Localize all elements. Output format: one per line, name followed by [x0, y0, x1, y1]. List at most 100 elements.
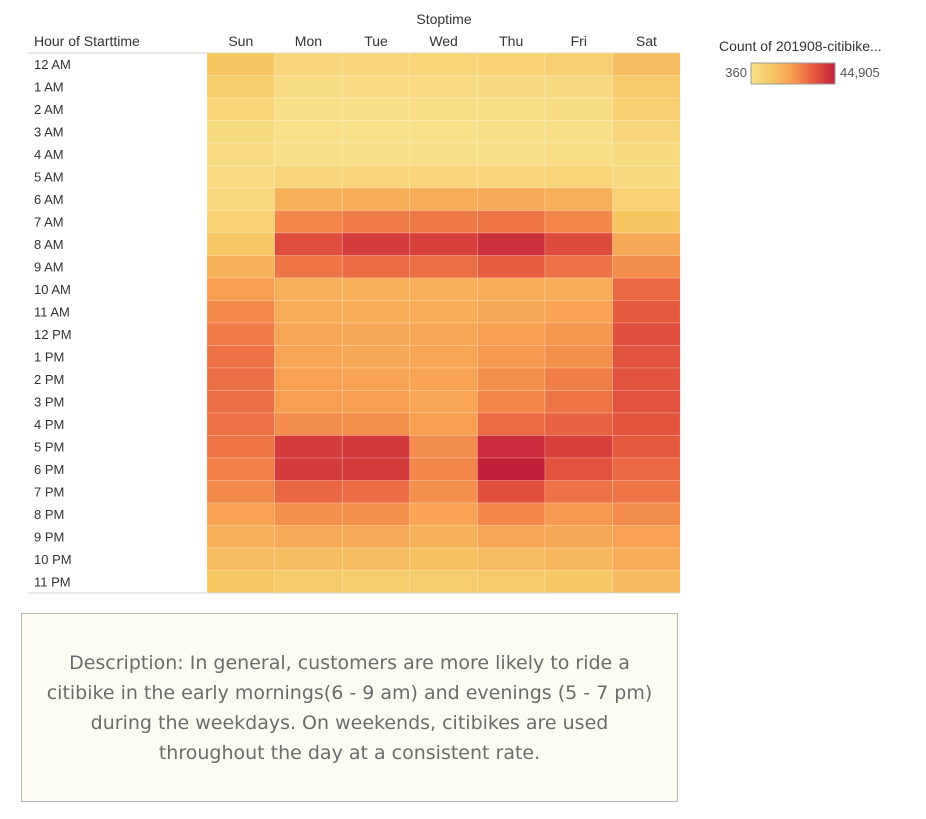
heatmap-cell[interactable]	[274, 165, 343, 189]
heatmap-cell[interactable]	[612, 525, 681, 549]
heatmap-cell[interactable]	[544, 300, 613, 324]
heatmap-cell[interactable]	[409, 165, 478, 189]
heatmap-cell[interactable]	[544, 480, 613, 504]
heatmap-cell[interactable]	[612, 547, 681, 571]
heatmap-cell[interactable]	[544, 435, 613, 459]
heatmap-cell[interactable]	[612, 232, 681, 256]
heatmap-cell[interactable]	[341, 457, 411, 481]
heatmap-cell[interactable]	[612, 435, 681, 459]
heatmap-cell[interactable]	[206, 570, 275, 594]
heatmap-cell[interactable]	[206, 345, 275, 369]
heatmap-cell[interactable]	[274, 502, 343, 526]
heatmap-cell[interactable]	[274, 525, 343, 549]
heatmap-cell[interactable]	[477, 390, 546, 414]
heatmap-cell[interactable]	[477, 457, 546, 481]
heatmap-cell[interactable]	[409, 232, 478, 256]
heatmap-cell[interactable]	[612, 97, 681, 121]
heatmap-cell[interactable]	[206, 165, 275, 189]
heatmap-cell[interactable]	[206, 300, 275, 324]
heatmap-cell[interactable]	[341, 570, 411, 594]
heatmap-cell[interactable]	[409, 75, 478, 99]
heatmap-cell[interactable]	[544, 570, 613, 594]
heatmap-cell[interactable]	[544, 187, 613, 211]
heatmap-cell[interactable]	[206, 210, 275, 234]
heatmap-cell[interactable]	[409, 255, 478, 279]
heatmap-cell[interactable]	[544, 390, 613, 414]
heatmap-cell[interactable]	[612, 255, 681, 279]
heatmap-cell[interactable]	[612, 277, 681, 301]
heatmap-cell[interactable]	[477, 322, 546, 346]
heatmap-cell[interactable]	[274, 232, 343, 256]
heatmap-cell[interactable]	[206, 75, 275, 99]
heatmap-cell[interactable]	[477, 570, 546, 594]
heatmap-cell[interactable]	[544, 277, 613, 301]
heatmap-cell[interactable]	[544, 75, 613, 99]
heatmap-cell[interactable]	[206, 390, 275, 414]
heatmap-cell[interactable]	[612, 142, 681, 166]
heatmap-cell[interactable]	[477, 210, 546, 234]
heatmap-cell[interactable]	[409, 142, 478, 166]
heatmap-cell[interactable]	[544, 457, 613, 481]
heatmap-cell[interactable]	[274, 97, 343, 121]
heatmap-cell[interactable]	[206, 412, 275, 436]
heatmap-cell[interactable]	[477, 255, 546, 279]
heatmap-cell[interactable]	[409, 52, 478, 76]
heatmap-cell[interactable]	[274, 187, 343, 211]
heatmap-cell[interactable]	[274, 300, 343, 324]
heatmap-cell[interactable]	[274, 457, 343, 481]
heatmap-cell[interactable]	[274, 52, 343, 76]
heatmap-cell[interactable]	[612, 480, 681, 504]
heatmap-cell[interactable]	[544, 52, 613, 76]
heatmap-cell[interactable]	[612, 52, 681, 76]
heatmap-cell[interactable]	[274, 210, 343, 234]
heatmap-cell[interactable]	[477, 345, 546, 369]
heatmap-cell[interactable]	[341, 525, 411, 549]
heatmap-cell[interactable]	[477, 502, 546, 526]
heatmap-cell[interactable]	[274, 547, 343, 571]
heatmap-cell[interactable]	[206, 457, 275, 481]
heatmap-cell[interactable]	[274, 322, 343, 346]
heatmap-cell[interactable]	[206, 502, 275, 526]
heatmap-cell[interactable]	[409, 525, 478, 549]
heatmap-cell[interactable]	[274, 390, 343, 414]
heatmap-cell[interactable]	[341, 300, 411, 324]
heatmap-cell[interactable]	[477, 412, 546, 436]
heatmap-cell[interactable]	[341, 412, 411, 436]
heatmap-cell[interactable]	[274, 345, 343, 369]
heatmap-cell[interactable]	[341, 255, 411, 279]
heatmap-cell[interactable]	[206, 255, 275, 279]
heatmap-cell[interactable]	[206, 480, 275, 504]
heatmap-cell[interactable]	[477, 52, 546, 76]
heatmap-cell[interactable]	[274, 75, 343, 99]
heatmap-cell[interactable]	[612, 75, 681, 99]
heatmap-cell[interactable]	[341, 120, 411, 144]
heatmap-cell[interactable]	[274, 367, 343, 391]
color-legend[interactable]: Count of 201908-citibike... 360 44,905	[719, 38, 882, 85]
heatmap-cell[interactable]	[341, 165, 411, 189]
heatmap-cell[interactable]	[477, 165, 546, 189]
heatmap-cell[interactable]	[206, 322, 275, 346]
heatmap-cell[interactable]	[341, 232, 411, 256]
heatmap-cell[interactable]	[409, 210, 478, 234]
heatmap-cell[interactable]	[206, 187, 275, 211]
heatmap-cell[interactable]	[477, 367, 546, 391]
heatmap-cell[interactable]	[544, 525, 613, 549]
heatmap-cell[interactable]	[612, 502, 681, 526]
heatmap-cell[interactable]	[341, 210, 411, 234]
heatmap-cell[interactable]	[477, 435, 546, 459]
heatmap-cell[interactable]	[409, 300, 478, 324]
heatmap-cell[interactable]	[612, 457, 681, 481]
heatmap-cell[interactable]	[206, 120, 275, 144]
heatmap-cell[interactable]	[409, 277, 478, 301]
heatmap-cell[interactable]	[612, 412, 681, 436]
heatmap-cell[interactable]	[409, 367, 478, 391]
heatmap-cell[interactable]	[544, 142, 613, 166]
heatmap-cell[interactable]	[341, 75, 411, 99]
heatmap-cell[interactable]	[477, 232, 546, 256]
heatmap-cell[interactable]	[612, 390, 681, 414]
heatmap-cell[interactable]	[341, 502, 411, 526]
heatmap-cell[interactable]	[409, 435, 478, 459]
heatmap-cell[interactable]	[206, 435, 275, 459]
heatmap-cell[interactable]	[544, 547, 613, 571]
heatmap-cell[interactable]	[206, 97, 275, 121]
